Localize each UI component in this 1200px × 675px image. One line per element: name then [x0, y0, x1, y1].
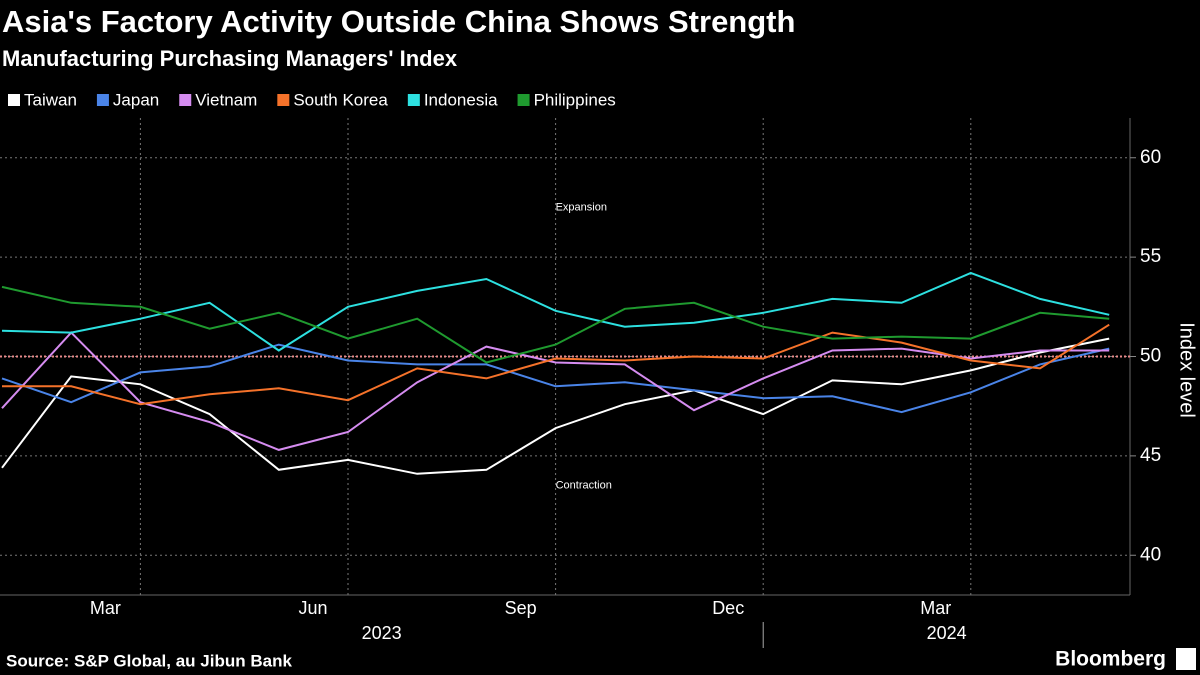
legend-swatch [96, 94, 109, 106]
y-tick-label: 55 [1140, 246, 1161, 267]
y-tick-label: 40 [1140, 544, 1161, 565]
y-tick-label: 50 [1140, 346, 1161, 367]
x-group-label: 2023 [362, 623, 402, 643]
series-line [1, 337, 1110, 475]
x-tick-label: Dec [712, 598, 744, 618]
series-line [1, 343, 1110, 414]
chart-subtitle: Manufacturing Purchasing Managers' Index [2, 46, 458, 71]
annotation: Expansion [556, 201, 607, 213]
brand-icon [1176, 648, 1196, 670]
legend-label: Vietnam [195, 90, 257, 109]
legend-label: South Korea [293, 90, 388, 109]
x-tick-label: Mar [920, 598, 951, 618]
legend-label: Philippines [534, 90, 616, 109]
legend-swatch [407, 94, 420, 106]
chart-title: Asia's Factory Activity Outside China Sh… [2, 4, 795, 39]
annotation: Contraction [556, 480, 612, 492]
legend-label: Indonesia [424, 90, 498, 109]
legend-label: Japan [113, 90, 159, 109]
legend-swatch [277, 94, 290, 106]
legend-swatch [179, 94, 192, 106]
series-line [2, 323, 1110, 406]
x-tick-label: Sep [505, 598, 537, 618]
brand: Bloomberg [1055, 648, 1166, 671]
x-tick-label: Jun [298, 598, 327, 618]
x-tick-label: Mar [90, 598, 121, 618]
series-line [1, 271, 1110, 352]
legend-swatch [8, 94, 20, 106]
y-tick-label: 45 [1140, 445, 1161, 466]
source: Source: S&P Global, au Jibun Bank [6, 651, 292, 670]
y-tick-label: 60 [1140, 147, 1161, 168]
legend-label: Taiwan [24, 90, 77, 109]
legend-swatch [517, 94, 530, 106]
series-line [1, 285, 1110, 364]
x-group-label: 2024 [927, 623, 967, 643]
series-line [1, 331, 1110, 451]
y-axis-label: Index level [1176, 322, 1198, 418]
